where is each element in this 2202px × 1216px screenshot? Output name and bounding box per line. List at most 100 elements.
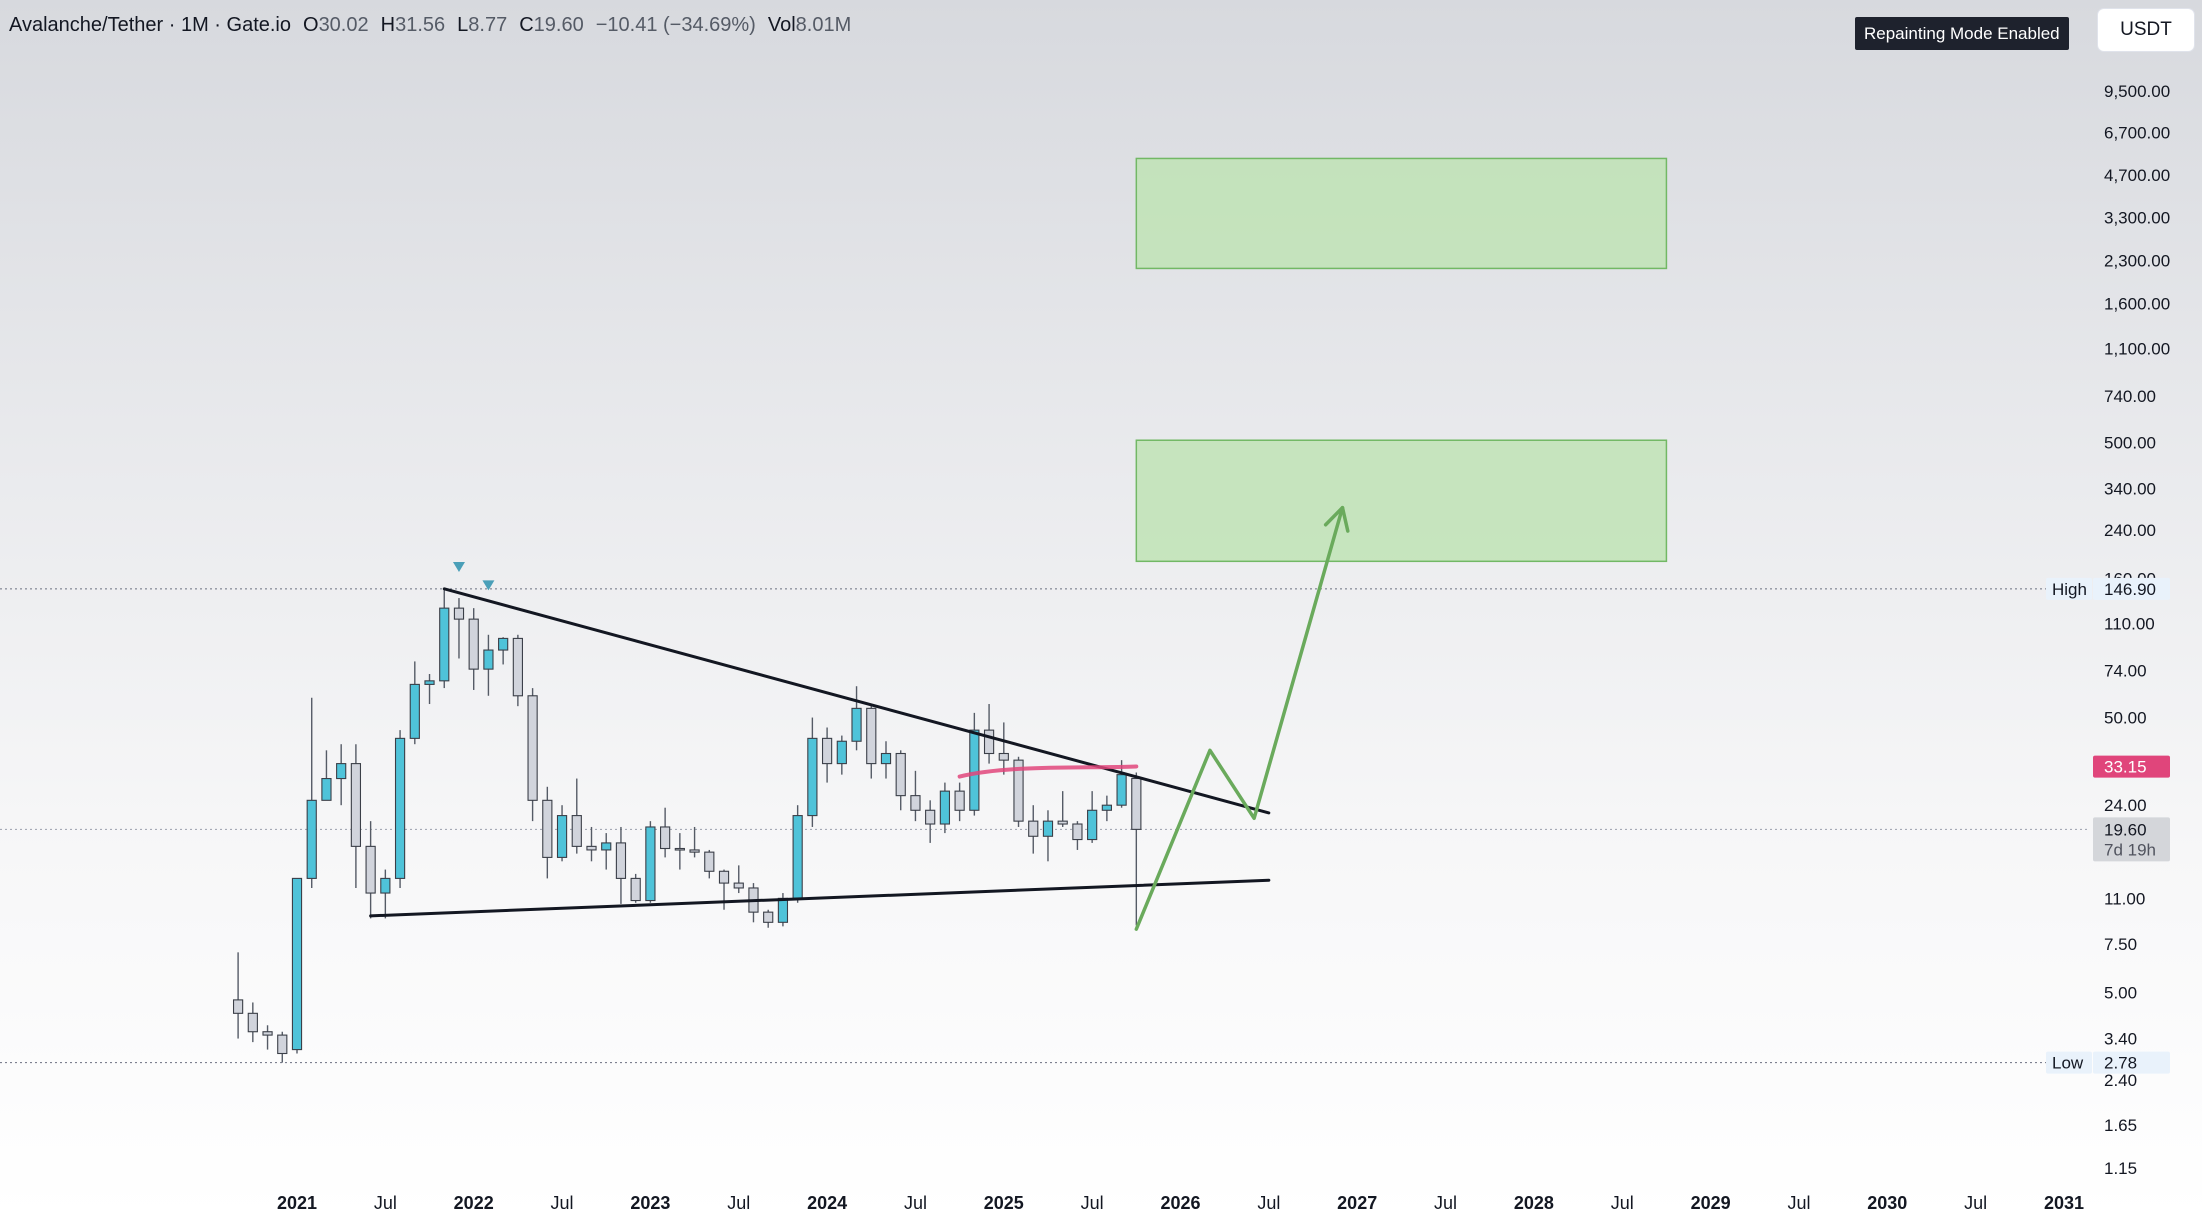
candle-body bbox=[1101, 804, 1112, 811]
triangle-marker-icon bbox=[482, 580, 495, 591]
time-tick-label: 2024 bbox=[807, 1193, 847, 1213]
candle-body bbox=[586, 845, 597, 851]
candle bbox=[733, 865, 744, 894]
candle-body bbox=[601, 842, 612, 851]
time-tick-label: Jul bbox=[1257, 1193, 1280, 1213]
candle-body bbox=[247, 1012, 258, 1033]
candle-body bbox=[910, 795, 921, 811]
candle-body bbox=[925, 809, 936, 825]
repainting-mode-badge: Repainting Mode Enabled bbox=[1855, 17, 2069, 50]
price-tick-label: 7.50 bbox=[2104, 935, 2137, 954]
volume-label: Vol bbox=[767, 14, 796, 36]
low-price-tag-label-bg bbox=[2046, 1051, 2092, 1074]
target-zones-layer bbox=[1135, 157, 1668, 563]
last-price-value: 19.60 bbox=[2104, 820, 2147, 839]
candle bbox=[453, 598, 465, 659]
candle-body bbox=[821, 737, 833, 765]
candle bbox=[439, 588, 450, 689]
candle-body bbox=[1087, 809, 1098, 841]
ascending-support-trendline bbox=[369, 878, 1271, 918]
legend-header: Avalanche/Tether · 1M · Gate.io O 30.02 … bbox=[9, 14, 863, 37]
candle bbox=[586, 826, 597, 862]
candle bbox=[556, 805, 568, 862]
candle bbox=[483, 634, 494, 696]
candle bbox=[630, 873, 641, 903]
price-tick-label: 2.40 bbox=[2104, 1071, 2137, 1090]
time-tick-label: 2021 bbox=[277, 1193, 317, 1213]
candle-body bbox=[880, 752, 892, 765]
candle bbox=[542, 786, 553, 879]
candle bbox=[232, 952, 244, 1039]
candle-body bbox=[895, 752, 906, 797]
high-label: H bbox=[380, 14, 396, 36]
candle-body bbox=[1116, 774, 1127, 806]
price-tick-label: 9,500.00 bbox=[2104, 82, 2170, 101]
high-price-tag-box bbox=[2093, 577, 2170, 600]
triangle-marker-icon bbox=[452, 561, 465, 572]
candle-body bbox=[1131, 777, 1142, 830]
candle bbox=[866, 706, 877, 779]
candle-body bbox=[365, 845, 376, 894]
price-tick-label: 240.00 bbox=[2104, 521, 2156, 540]
candle-body bbox=[1057, 820, 1068, 825]
time-axis[interactable]: 2021 Jul 2022 Jul 2023 Jul 2024 Jul 2025 Jul 2026 J… bbox=[277, 1193, 2084, 1213]
price-axis[interactable]: 9,500.00 6,700.00 4,700.00 3,300.00 2,300.00… bbox=[2104, 82, 2170, 1178]
price-tick-label: 1,100.00 bbox=[2104, 339, 2170, 358]
candle-body bbox=[321, 777, 332, 801]
projection-path bbox=[1134, 505, 1345, 931]
candle bbox=[1072, 821, 1083, 850]
candle-body bbox=[232, 999, 244, 1014]
red-marker-line bbox=[957, 764, 1139, 779]
time-tick-label: 2025 bbox=[984, 1193, 1024, 1213]
candle-body bbox=[350, 763, 362, 847]
price-tick-label: 3,300.00 bbox=[2104, 208, 2170, 227]
candle-body bbox=[262, 1031, 273, 1036]
currency-button[interactable]: USDT bbox=[2098, 9, 2194, 51]
candle-body bbox=[763, 911, 774, 923]
candle bbox=[424, 674, 435, 705]
candle-body bbox=[998, 752, 1009, 761]
candle-body bbox=[483, 649, 494, 670]
candle bbox=[394, 730, 406, 888]
candle-body bbox=[542, 799, 553, 858]
price-tick-label: 4,700.00 bbox=[2104, 166, 2170, 185]
price-tick-label: 11.00 bbox=[2104, 889, 2145, 908]
target-zone bbox=[1135, 157, 1668, 270]
candle-body bbox=[1072, 823, 1083, 841]
candle bbox=[895, 750, 906, 811]
price-tick-label: 110.00 bbox=[2104, 614, 2155, 633]
candle bbox=[925, 800, 936, 843]
candle-body bbox=[336, 763, 347, 780]
symbol-title[interactable]: Avalanche/Tether · 1M · Gate.io bbox=[9, 14, 291, 36]
candle-body bbox=[453, 607, 465, 620]
time-tick-label: 2030 bbox=[1867, 1193, 1907, 1213]
red-marker-price-tag-value: 33.15 bbox=[2104, 758, 2147, 777]
price-tick-label: 5.00 bbox=[2104, 984, 2137, 1003]
price-tick-label: 50.00 bbox=[2104, 709, 2147, 728]
open-label: O bbox=[303, 14, 319, 36]
countdown-value: 7d 19h bbox=[2104, 840, 2156, 859]
candle bbox=[954, 782, 965, 822]
candle bbox=[306, 697, 317, 888]
candle bbox=[336, 744, 347, 806]
candle-body bbox=[1028, 820, 1039, 837]
candle bbox=[512, 634, 523, 707]
drawings-layer bbox=[369, 505, 1350, 931]
time-tick-label: Jul bbox=[1787, 1193, 1810, 1213]
low-price-tag: Low 2.78 bbox=[2046, 1051, 2170, 1074]
candle-body bbox=[277, 1034, 288, 1055]
time-tick-label: Jul bbox=[904, 1193, 927, 1213]
low-value: 8.77 bbox=[468, 14, 508, 36]
candle-body bbox=[704, 851, 715, 872]
candle-body bbox=[777, 897, 789, 923]
price-tick-label: 6,700.00 bbox=[2104, 124, 2170, 143]
candle-body bbox=[1042, 820, 1054, 837]
close-value: 19.60 bbox=[533, 14, 584, 36]
change-value: −10.41 (−34.69%) bbox=[595, 14, 756, 36]
candle-body bbox=[954, 790, 965, 811]
candle-body bbox=[1013, 759, 1024, 822]
price-tick-label: 340.00 bbox=[2104, 480, 2156, 499]
candle bbox=[807, 717, 818, 827]
